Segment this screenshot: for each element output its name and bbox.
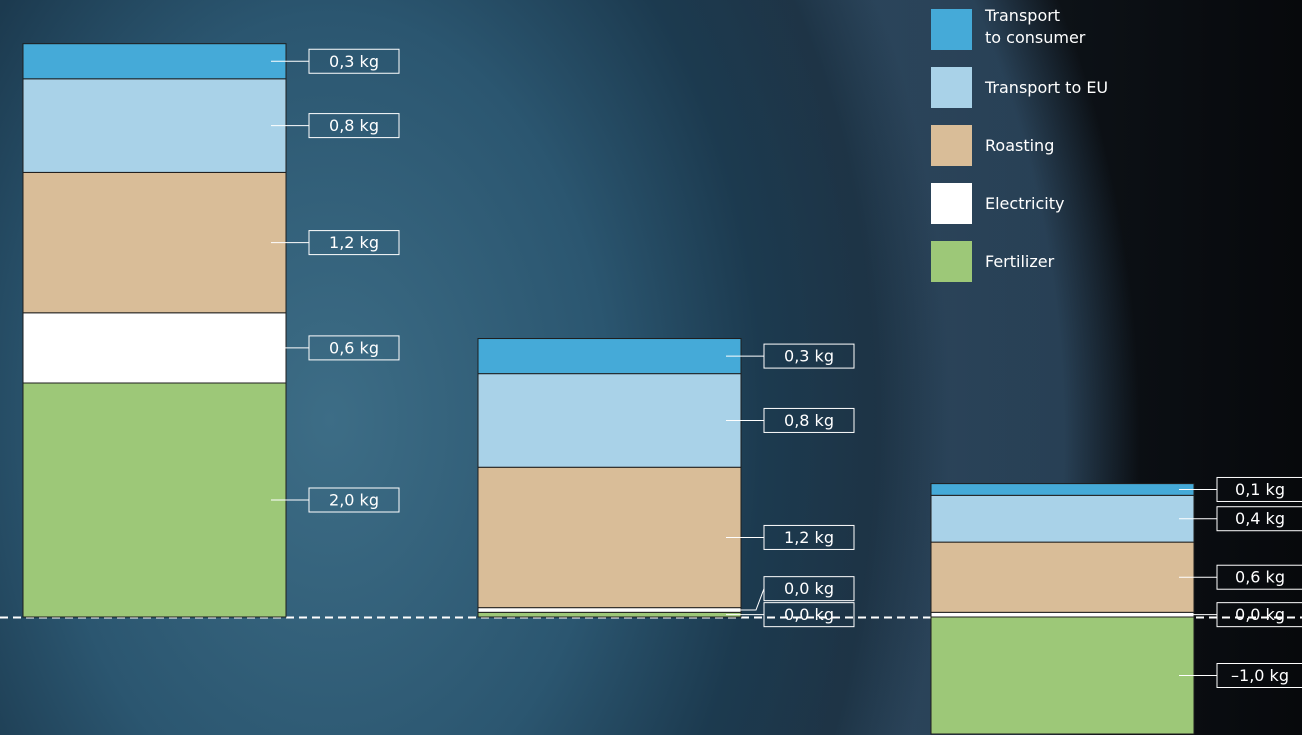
label-box (1216, 663, 1302, 688)
bar-segment (22, 78, 287, 173)
label-box (763, 576, 855, 602)
value-label: 0,8 kg (784, 411, 834, 430)
value-label: 0,0 kg (1235, 605, 1285, 624)
bar-segment (477, 338, 742, 375)
value-label: 0,3 kg (784, 347, 834, 366)
legend-item: Transport to consumer (931, 6, 1108, 67)
legend-swatch (931, 9, 972, 50)
legend-label: Transport to EU (985, 78, 1109, 97)
bar-segment (930, 541, 1195, 613)
label-box (308, 230, 400, 256)
label-box (308, 487, 400, 513)
legend-swatch (931, 241, 972, 282)
value-label: 0,1 kg (1235, 480, 1285, 499)
value-label: –1,0 kg (1231, 666, 1289, 685)
value-label: 0,6 kg (329, 338, 379, 357)
legend-item: Electricity (931, 183, 1108, 241)
bar-segment (930, 611, 1195, 618)
bar-segment (930, 483, 1195, 496)
legend-item: Transport to EU (931, 67, 1108, 125)
value-label: 0,8 kg (329, 116, 379, 135)
label-box (308, 48, 400, 74)
value-label: 2,0 kg (329, 491, 379, 510)
label-box (763, 602, 855, 628)
legend-swatch (931, 67, 972, 108)
bar-segment (477, 373, 742, 468)
label-box (763, 524, 855, 550)
value-label: 1,2 kg (784, 528, 834, 547)
label-box (308, 335, 400, 361)
legend-label: Fertilizer (985, 252, 1055, 271)
value-label: 0,6 kg (1235, 568, 1285, 587)
bar-segment (477, 607, 742, 613)
label-box (763, 407, 855, 433)
value-label: 1,2 kg (329, 233, 379, 252)
legend-swatch (931, 183, 972, 224)
legend-label: Electricity (985, 194, 1065, 213)
bar-segment (22, 43, 287, 80)
bar-segment (930, 494, 1195, 543)
value-label: 0,4 kg (1235, 509, 1285, 528)
bar-segment (930, 616, 1195, 735)
legend-label: Roasting (985, 136, 1055, 155)
value-label: 0,0 kg (784, 579, 834, 598)
bar-segment (22, 382, 287, 618)
label-box (1216, 602, 1302, 628)
bar-segment (22, 171, 287, 314)
label-box (763, 343, 855, 369)
label-box (1216, 564, 1302, 590)
value-label: 0,3 kg (329, 52, 379, 71)
label-box (1216, 506, 1302, 532)
value-label: 0,0 kg (784, 605, 834, 624)
label-box (1216, 476, 1302, 502)
bar-segment (477, 466, 742, 609)
leader-line (726, 588, 765, 611)
legend-swatch (931, 125, 972, 166)
legend-item: Roasting (931, 125, 1108, 183)
bar-segment (477, 611, 742, 618)
legend-label: Transport to consumer (985, 6, 1086, 47)
bar-segment (22, 312, 287, 384)
legend: Transport to consumer Transport to EU Roas… (931, 6, 1108, 299)
legend-item: Fertilizer (931, 241, 1108, 299)
label-box (308, 113, 400, 139)
